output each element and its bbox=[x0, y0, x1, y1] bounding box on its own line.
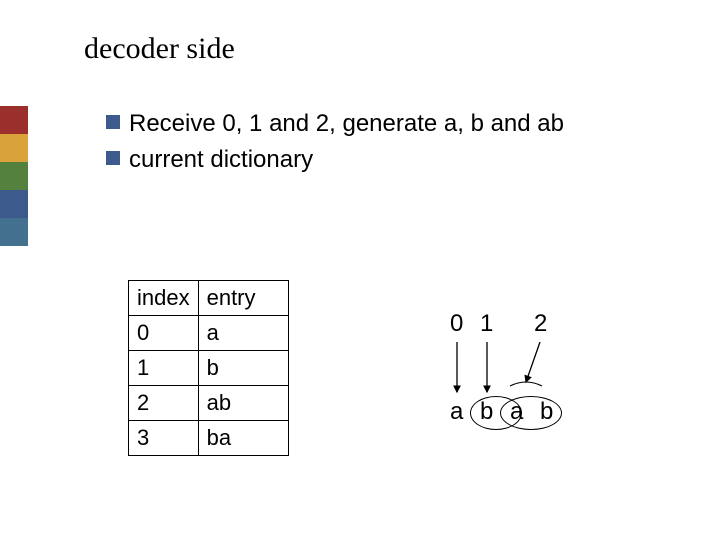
table-header: index bbox=[129, 281, 199, 316]
slide-title: decoder side bbox=[84, 32, 235, 66]
table-cell: ba bbox=[198, 421, 288, 456]
bullet-text: current dictionary bbox=[129, 144, 313, 176]
bullet-item: Receive 0, 1 and 2, generate a, b and ab bbox=[106, 108, 666, 140]
strip-4 bbox=[0, 218, 28, 246]
table-header-row: index entry bbox=[129, 281, 289, 316]
table-cell: b bbox=[198, 351, 288, 386]
arrow-line bbox=[526, 342, 540, 382]
table-cell: 3 bbox=[129, 421, 199, 456]
table-cell: ab bbox=[198, 386, 288, 421]
table-row: 1 b bbox=[129, 351, 289, 386]
diagram-bottom-label: b bbox=[540, 398, 553, 426]
bullet-item: current dictionary bbox=[106, 144, 666, 176]
table-row: 3 ba bbox=[129, 421, 289, 456]
strip-0 bbox=[0, 106, 28, 134]
arrow-brace bbox=[510, 382, 542, 386]
table-cell: 2 bbox=[129, 386, 199, 421]
table-cell: 0 bbox=[129, 316, 199, 351]
decode-diagram: 0 1 2 a b a b bbox=[430, 310, 660, 490]
table-cell: 1 bbox=[129, 351, 199, 386]
diagram-bottom-label: a bbox=[450, 398, 463, 426]
bullet-icon bbox=[106, 151, 120, 165]
bullet-icon bbox=[106, 115, 120, 129]
strip-3 bbox=[0, 190, 28, 218]
strip-1 bbox=[0, 134, 28, 162]
diagram-bottom-label: b bbox=[480, 398, 493, 426]
dictionary-table: index entry 0 a 1 b 2 ab 3 ba bbox=[128, 280, 289, 456]
table-header: entry bbox=[198, 281, 288, 316]
bullet-text: Receive 0, 1 and 2, generate a, b and ab bbox=[129, 108, 564, 140]
table-cell: a bbox=[198, 316, 288, 351]
color-strip bbox=[0, 106, 28, 246]
bullet-list: Receive 0, 1 and 2, generate a, b and ab… bbox=[106, 108, 666, 181]
strip-2 bbox=[0, 162, 28, 190]
diagram-bottom-label: a bbox=[510, 398, 523, 426]
table-row: 2 ab bbox=[129, 386, 289, 421]
table-row: 0 a bbox=[129, 316, 289, 351]
